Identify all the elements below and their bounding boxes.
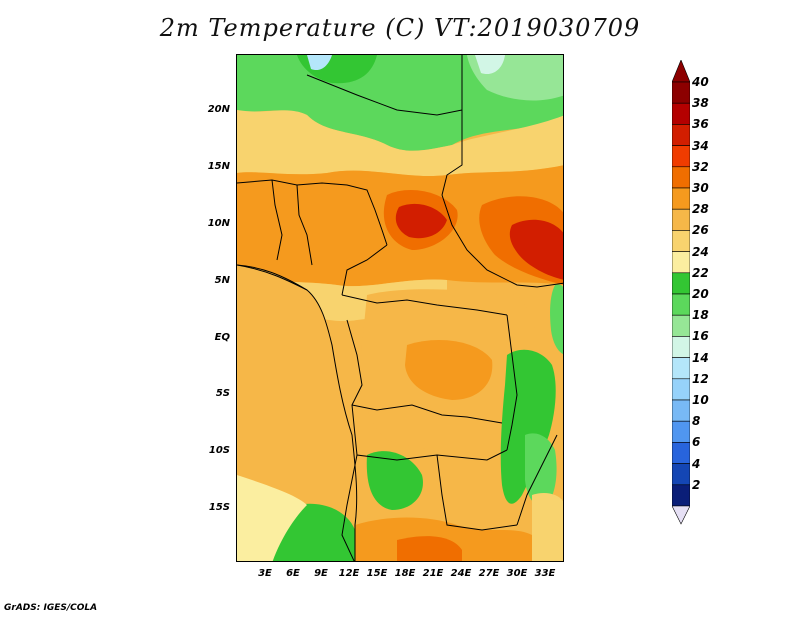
colorbar-segment [672, 145, 690, 168]
colorbar-segment [672, 208, 690, 231]
colorbar-tick-label: 36 [692, 117, 709, 132]
colorbar-segment [672, 399, 690, 422]
colorbar-tick-label: 24 [692, 244, 709, 259]
colorbar-tick-label: 10 [692, 393, 709, 407]
colorbar-tick-label: 8 [692, 414, 701, 429]
lat-label-5s: 5S [215, 388, 230, 399]
colorbar-segment [672, 251, 690, 274]
colorbar-segment [672, 81, 690, 104]
colorbar-tick-label: 30 [692, 181, 709, 195]
colorbar-tick-label: 12 [692, 371, 709, 386]
lon-label-15e: 15E [366, 568, 388, 579]
lat-label-eq: EQ [214, 332, 230, 343]
lon-label-24e: 24E [450, 568, 472, 579]
colorbar-segment [672, 336, 690, 358]
temperature-map [236, 54, 564, 562]
colorbar-segment [672, 484, 690, 507]
lon-label-27e: 27E [478, 568, 500, 579]
colorbar-tick-label: 26 [692, 223, 709, 238]
colorbar-segment [672, 420, 690, 443]
credit-text: GrADS: IGES/COLA [4, 603, 98, 613]
lon-label-9e: 9E [314, 568, 328, 579]
colorbar-tick-label: 22 [692, 265, 709, 280]
colorbar-tick-label: 28 [692, 202, 709, 217]
lat-label-15s: 15S [208, 502, 230, 513]
colorbar-tick-label: 16 [692, 329, 709, 344]
colorbar-segment [672, 463, 690, 486]
colorbar-tick-label: 6 [692, 435, 701, 450]
colorbar-segment [672, 166, 690, 189]
colorbar-segment [672, 124, 690, 146]
lon-label-12e: 12E [338, 568, 360, 579]
lon-label-6e: 6E [286, 568, 300, 579]
colorbar-segment [672, 314, 690, 337]
colorbar-segment [672, 272, 690, 295]
colorbar-tick-label: 14 [692, 350, 709, 365]
colorbar-segment [672, 442, 690, 464]
colorbar-tick-label: 4 [692, 456, 701, 471]
colorbar-segment [672, 293, 690, 316]
colorbar-segment [672, 187, 690, 210]
lat-label-15n: 15N [207, 161, 230, 172]
lon-label-33e: 33E [534, 568, 556, 579]
lat-label-10n: 10N [207, 218, 230, 229]
colorbar-segment [672, 102, 690, 125]
lon-label-21e: 21E [422, 568, 444, 579]
colorbar [672, 60, 690, 525]
colorbar-tick-label: 34 [692, 138, 709, 153]
lon-label-30e: 30E [506, 568, 528, 579]
lat-label-5n: 5N [214, 275, 230, 286]
temperature-field [237, 55, 563, 561]
map-title: 2m Temperature (C) VT:2019030709 [159, 14, 641, 42]
colorbar-bottom-cap [672, 505, 690, 525]
colorbar-tick-label: 20 [692, 287, 709, 301]
lon-label-18e: 18E [394, 568, 416, 579]
colorbar-top-cap [672, 60, 690, 83]
colorbar-segment [672, 357, 690, 380]
lat-label-20n: 20N [207, 104, 230, 115]
colorbar-tick-label: 18 [692, 308, 709, 323]
colorbar-tick-label: 2 [692, 477, 701, 492]
colorbar-segment [672, 230, 690, 252]
colorbar-tick-label: 32 [692, 159, 709, 174]
lat-label-10s: 10S [208, 445, 230, 456]
colorbar-tick-label: 38 [692, 96, 709, 111]
colorbar-tick-label: 40 [692, 75, 709, 89]
colorbar-segment [672, 378, 690, 401]
lon-label-3e: 3E [258, 568, 272, 579]
